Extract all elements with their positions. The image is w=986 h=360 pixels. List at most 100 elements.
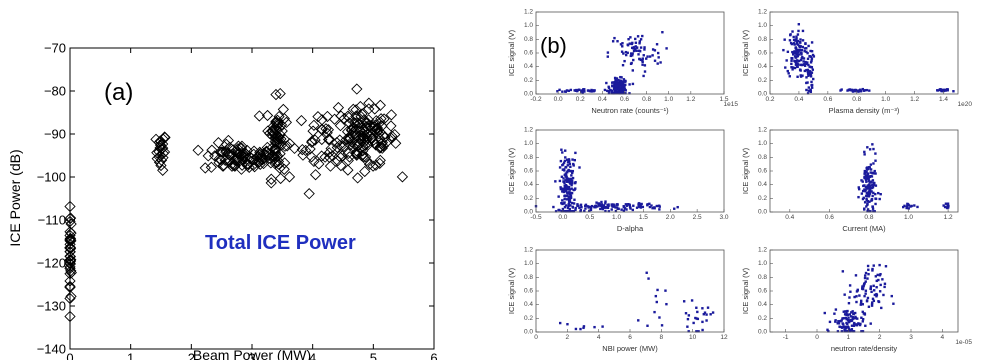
chart-a-point [227,144,239,156]
chart-b-y-tick-label: 0.6 [524,50,533,57]
chart-b-point [784,66,787,69]
chart-b-point [792,52,795,55]
chart-b-point [808,70,812,73]
chart-b-point [863,274,867,277]
chart-b-point [587,89,590,92]
chart-a-point [65,227,77,239]
chart-a-point [155,159,167,172]
chart-b-point [618,92,622,95]
chart-b-point [810,41,814,44]
chart-b-point [614,78,617,82]
chart-a-point [241,160,254,172]
chart-b-point [848,284,852,287]
chart-b-x-label: D-alpha [617,224,644,233]
chart-a-point [268,150,281,163]
chart-b-point [810,83,814,87]
chart-b-point [621,83,625,86]
chart-b-point [580,205,583,209]
chart-b-point [590,88,593,92]
chart-b-point [620,50,624,53]
chart-b-point [850,311,853,314]
chart-b-point [617,84,621,87]
chart-b-point [571,169,575,173]
chart-b-y-tick-label: 0.8 [758,274,767,281]
chart-b-point [624,80,627,83]
chart-b-point [617,78,620,82]
chart-b-point [618,87,622,91]
chart-b-point [607,210,611,213]
chart-b-point [806,61,809,64]
chart-b-point [626,44,630,47]
chart-b-point [864,189,867,193]
chart-b-point [872,210,875,213]
chart-b-point [796,50,800,54]
chart-b-point [940,89,944,92]
chart-b-point [563,90,567,93]
chart-b-point [783,38,786,41]
chart-b-point [806,57,810,61]
chart-b-point [797,59,801,63]
chart-a-point [362,114,375,126]
chart-b-point [631,69,634,72]
chart-b-point [571,210,575,213]
chart-b-point [561,163,565,166]
chart-b-point [625,204,628,207]
chart-b-point [840,88,843,91]
chart-b-point [581,91,584,94]
chart-b-point [795,59,798,63]
chart-b-point [636,35,640,38]
chart-b-point [624,92,627,95]
chart-b-point [618,92,621,95]
chart-a-point [358,114,371,126]
chart-a-point [374,157,386,169]
chart-b-point [569,204,572,207]
chart-b-x-tick-label: 2 [878,334,882,341]
chart-b-point [617,83,620,86]
chart-b-point [795,48,798,52]
chart-b-point [858,89,862,92]
chart-b-point [562,177,565,180]
chart-a-point [316,123,328,136]
chart-b-point [597,202,600,205]
chart-b-point [867,187,870,190]
chart-b-point [870,184,873,187]
chart-b-point [795,37,798,40]
chart-b-point [807,89,810,92]
chart-b-point [793,50,796,53]
chart-b-point [566,323,569,326]
chart-b-y-tick-label: 1.2 [758,247,767,254]
chart-b-y-tick-label: 0.8 [758,154,767,161]
chart-b-point [701,307,704,310]
chart-b-point [864,185,868,189]
chart-b-y-tick-label: 1.0 [758,260,767,267]
chart-b-point [606,206,610,210]
chart-b-point [877,300,880,303]
chart-b-point [598,204,601,207]
chart-b-point [604,200,607,203]
chart-a-point [324,160,337,172]
chart-b-point [622,92,625,95]
chart-a-point [153,156,166,169]
chart-a-point [205,161,217,173]
chart-a-point [308,155,320,167]
chart-b-point [808,55,812,58]
chart-b-point [865,187,869,190]
chart-b-point [634,41,638,44]
chart-b-point [869,287,872,291]
chart-b-point [861,287,864,290]
chart-b-point [861,320,864,323]
chart-b-point [803,47,807,50]
chart-a-point [378,113,390,125]
chart-b-point [582,326,585,330]
chart-b-point [905,206,908,209]
chart-a-point [356,130,368,142]
chart-b-point [611,40,615,43]
chart-b-point [558,208,561,212]
chart-b-point [848,296,851,299]
chart-b-point [867,167,870,171]
chart-b-point [655,204,659,208]
chart-b-point [857,322,860,325]
chart-b-point [563,173,566,177]
chart-b-point [794,62,798,65]
chart-b-point [606,51,610,54]
